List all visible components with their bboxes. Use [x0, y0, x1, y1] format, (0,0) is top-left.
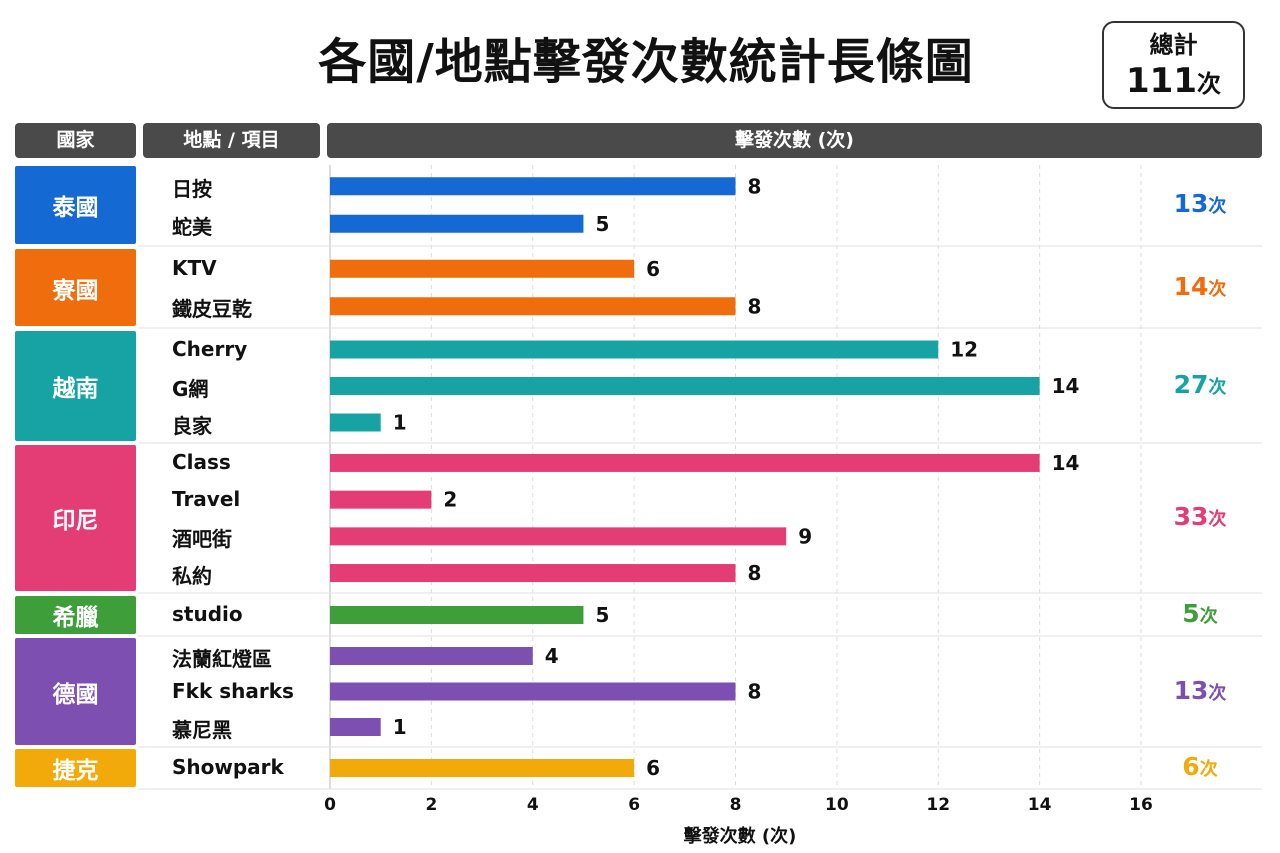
bar-value-label: 1 — [393, 411, 407, 435]
bar — [330, 340, 939, 359]
item-label: 慕尼黑 — [172, 718, 232, 742]
country-block: 捷克 — [15, 749, 136, 787]
x-tick-label: 2 — [425, 795, 437, 815]
group-total-number: 13 — [1173, 189, 1209, 218]
item-label: 蛇美 — [172, 214, 212, 239]
item-label: 酒吧街 — [172, 527, 232, 552]
group-total-number: 14 — [1173, 271, 1209, 301]
chart-title: 各國/地點擊發次數統計長條圖 — [318, 34, 974, 90]
group-total-number: 6 — [1182, 752, 1200, 781]
bar-value-label: 5 — [595, 212, 609, 236]
x-tick-label: 10 — [825, 795, 849, 815]
item-label: G網 — [172, 377, 209, 401]
x-tick-label: 0 — [324, 795, 336, 815]
bar-value-label: 12 — [950, 338, 978, 362]
bar-value-label: 6 — [646, 756, 660, 780]
group-total: 13次 — [1150, 189, 1250, 218]
bar — [330, 490, 432, 509]
group-total-number: 5 — [1182, 599, 1200, 628]
group-total-unit: 次 — [1208, 509, 1227, 530]
total-box: 總計 111次 — [1102, 21, 1245, 109]
header-count: 擊發次數 (次) — [327, 123, 1262, 158]
x-tick-label: 14 — [1028, 795, 1052, 815]
item-label: Class — [172, 449, 231, 474]
bar — [330, 377, 1040, 395]
bar — [330, 413, 381, 432]
item-label: 私約 — [172, 564, 212, 589]
country-block: 希臘 — [15, 596, 136, 634]
bar — [330, 647, 533, 665]
group-total: 5次 — [1150, 599, 1250, 628]
item-label: 鐵皮豆乾 — [172, 297, 252, 322]
bar — [330, 682, 736, 701]
bar-value-label: 8 — [748, 294, 762, 318]
country-block: 印尼 — [15, 445, 136, 591]
group-total-unit: 次 — [1199, 759, 1218, 780]
group-total-number: 33 — [1173, 502, 1209, 531]
bar-value-label: 4 — [545, 644, 559, 668]
country-block: 越南 — [15, 331, 136, 441]
country-block: 德國 — [15, 638, 136, 745]
x-tick-label: 8 — [730, 795, 742, 815]
bar-value-label: 6 — [646, 257, 660, 281]
total-label: 總計 — [1149, 31, 1198, 59]
item-label: 法蘭紅燈區 — [172, 647, 272, 671]
bar — [330, 718, 381, 736]
bar-value-label: 9 — [798, 524, 812, 548]
header-country: 國家 — [15, 123, 136, 158]
group-total-unit: 次 — [1199, 606, 1218, 627]
total-number: 111 — [1126, 61, 1197, 101]
bar — [330, 527, 787, 546]
item-label: 良家 — [172, 413, 212, 438]
country-block: 寮國 — [15, 249, 136, 326]
item-label: Fkk sharks — [172, 678, 294, 703]
bar — [330, 606, 584, 624]
bar-value-label: 8 — [748, 680, 762, 704]
bar-value-label: 8 — [748, 174, 762, 198]
bar-value-label: 5 — [595, 603, 609, 627]
group-total-unit: 次 — [1208, 682, 1227, 704]
x-tick-label: 12 — [926, 795, 950, 815]
bar — [330, 453, 1040, 472]
bar — [330, 564, 736, 583]
bar-value-label: 1 — [393, 715, 407, 739]
x-axis-title: 擊發次數 (次) — [683, 826, 797, 847]
item-label: 日按 — [172, 177, 212, 202]
group-total: 14次 — [1150, 272, 1250, 301]
bar-value-label: 14 — [1052, 451, 1080, 475]
x-tick-label: 6 — [628, 795, 640, 815]
item-label: Cherry — [172, 336, 248, 361]
country-block: 泰國 — [15, 166, 136, 244]
group-total-unit: 次 — [1208, 278, 1227, 300]
group-total: 13次 — [1150, 676, 1250, 705]
bar — [330, 214, 584, 233]
group-total-unit: 次 — [1208, 377, 1227, 398]
total-value: 111次 — [1104, 61, 1243, 104]
bar — [330, 297, 736, 316]
bar — [330, 177, 736, 196]
bar-value-label: 8 — [748, 561, 762, 585]
group-total: 27次 — [1150, 370, 1250, 399]
group-total-unit: 次 — [1208, 196, 1227, 217]
group-total-number: 27 — [1173, 370, 1209, 399]
bar-value-label: 2 — [443, 488, 457, 512]
item-label: studio — [172, 602, 243, 626]
bar — [330, 759, 635, 777]
group-total: 6次 — [1150, 752, 1250, 781]
item-label: Travel — [172, 486, 241, 511]
item-label: Showpark — [172, 755, 284, 779]
bar — [330, 259, 635, 278]
group-total-number: 13 — [1173, 675, 1209, 705]
header-item: 地點 / 項目 — [143, 123, 320, 158]
x-tick-label: 16 — [1129, 795, 1153, 815]
x-tick-label: 4 — [527, 795, 539, 815]
group-total: 33次 — [1150, 502, 1250, 531]
total-unit: 次 — [1196, 70, 1221, 98]
bar-value-label: 14 — [1052, 374, 1080, 398]
item-label: KTV — [172, 255, 217, 280]
